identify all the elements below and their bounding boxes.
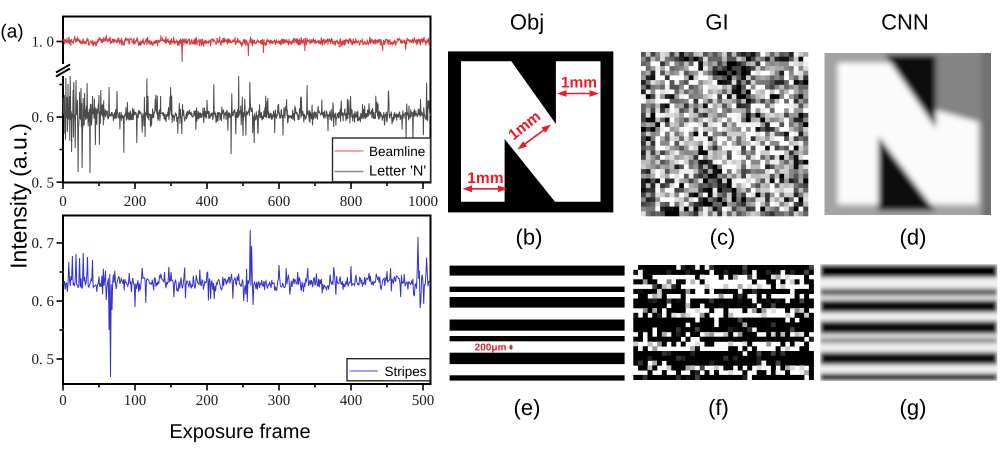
svg-text:Exposure frame: Exposure frame: [169, 421, 310, 443]
svg-text:0: 0: [59, 194, 67, 210]
svg-text:100: 100: [124, 393, 147, 409]
svg-text:1mm: 1mm: [467, 170, 503, 187]
svg-text:0. 6: 0. 6: [32, 294, 55, 310]
svg-text:0. 5: 0. 5: [32, 175, 55, 191]
svg-text:800: 800: [340, 194, 363, 210]
svg-text:Intensity (a.u.): Intensity (a.u.): [6, 123, 32, 269]
svg-text:600: 600: [268, 194, 291, 210]
svg-text:Beamline: Beamline: [369, 144, 425, 159]
svg-text:(d): (d): [900, 225, 927, 250]
svg-text:1. 0: 1. 0: [32, 35, 55, 51]
svg-text:(e): (e): [514, 395, 541, 420]
svg-text:Letter 'N': Letter 'N': [369, 163, 426, 179]
svg-text:300: 300: [268, 393, 291, 409]
svg-text:500: 500: [412, 393, 435, 409]
svg-text:(b): (b): [516, 225, 543, 250]
svg-text:(c): (c): [710, 225, 736, 250]
svg-text:400: 400: [196, 194, 219, 210]
svg-text:(f): (f): [708, 395, 729, 420]
svg-text:0. 5: 0. 5: [32, 352, 55, 368]
svg-text:GI: GI: [705, 10, 728, 35]
svg-text:200: 200: [196, 393, 219, 409]
svg-text:0. 7: 0. 7: [32, 236, 55, 252]
svg-text:0. 6: 0. 6: [32, 110, 55, 126]
svg-text:200: 200: [124, 194, 147, 210]
svg-text:(a): (a): [0, 22, 23, 43]
svg-text:0: 0: [59, 393, 67, 409]
svg-text:1mm: 1mm: [561, 75, 597, 92]
svg-text:Obj: Obj: [510, 10, 544, 35]
svg-text:400: 400: [340, 393, 363, 409]
svg-text:200μm: 200μm: [475, 343, 507, 354]
svg-text:(g): (g): [900, 395, 927, 420]
svg-text:1000: 1000: [408, 194, 438, 210]
svg-text:Stripes: Stripes: [385, 364, 427, 379]
svg-text:CNN: CNN: [881, 10, 929, 35]
